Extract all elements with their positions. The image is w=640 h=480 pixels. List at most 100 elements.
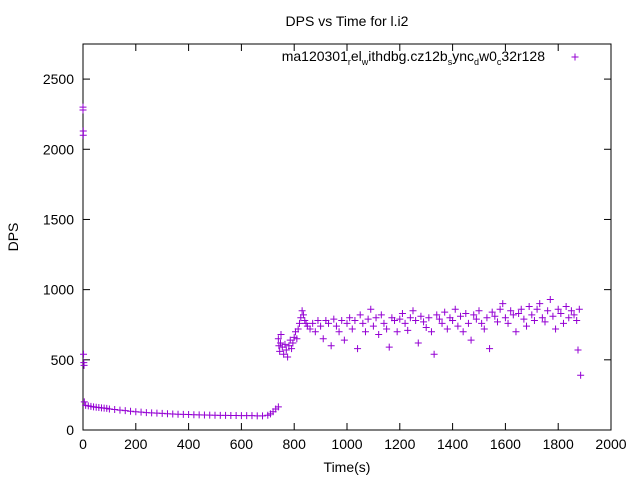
data-point [491,312,499,320]
data-point [536,300,544,308]
data-point [443,325,451,333]
data-point [523,322,531,330]
data-point [396,315,404,323]
data-point [575,305,583,313]
data-point [319,335,327,343]
data-point [478,319,486,327]
data-point [295,319,303,327]
data-point [538,314,546,322]
data-point [507,307,515,315]
data-point [364,315,372,323]
data-point [380,319,388,327]
data-point [480,325,488,333]
data-point [317,322,325,330]
data-point [438,319,446,327]
data-point [356,311,364,319]
x-tick-label: 1800 [543,436,574,452]
data-point [330,315,338,323]
x-tick-label: 1000 [331,436,362,452]
data-point [375,331,383,339]
legend-label: ma120301relwithdbg.cz12bsyncdw0c32r128 [282,48,546,67]
data-point [340,336,348,344]
data-point [441,308,449,316]
data-point [298,307,306,315]
x-tick-label: 200 [124,436,148,452]
data-point [343,319,351,327]
data-point [483,314,491,322]
data-point [467,336,475,344]
data-point [332,322,340,330]
data-point [259,412,267,420]
data-point [293,335,301,343]
data-point [338,317,346,325]
y-tick-label: 2500 [43,71,74,87]
data-point [530,317,538,325]
data-point [430,350,438,358]
data-point [276,339,284,347]
data-point [565,314,573,322]
x-axis-label: Time(s) [324,459,371,475]
y-tick-label: 2000 [43,141,74,157]
data-point [354,345,362,353]
data-point [361,328,369,336]
data-point [544,307,552,315]
data-point [111,406,119,414]
y-tick-label: 1000 [43,282,74,298]
data-point [499,300,507,308]
data-point [309,319,317,327]
data-point [554,305,562,313]
y-tick-label: 500 [51,352,75,368]
data-point [306,325,314,333]
data-point [475,307,483,315]
data-point [433,311,441,319]
data-point [121,407,129,415]
data-point [573,317,581,325]
data-point [335,328,343,336]
data-point [462,309,470,317]
data-point [528,311,536,319]
x-tick-label: 800 [283,436,307,452]
data-point [457,312,465,320]
data-point [488,308,496,316]
data-point [541,318,549,326]
data-point [470,311,478,319]
data-point [288,345,296,353]
data-point [464,319,472,327]
y-tick-label: 1500 [43,211,74,227]
chart-title: DPS vs Time for l.i2 [286,13,409,29]
data-point [105,405,113,413]
data-point [517,305,525,313]
data-point [116,406,124,414]
x-tick-label: 2000 [595,436,626,452]
data-point [454,322,462,330]
data-point [422,324,430,332]
data-point [80,350,88,358]
data-point [562,302,570,310]
x-tick-label: 600 [230,436,254,452]
data-point [414,339,422,347]
data-point [398,309,406,317]
data-point [281,340,289,348]
x-tick-label: 400 [177,436,201,452]
data-point [79,106,87,114]
x-tick-label: 1200 [384,436,415,452]
data-point [570,311,578,319]
data-point [367,305,375,313]
data-point [404,326,412,334]
data-point [377,311,385,319]
data-point [79,131,87,139]
data-point [486,345,494,353]
data-point [567,307,575,315]
data-point [512,328,520,336]
data-point [549,312,557,320]
plot-frame [82,43,612,431]
x-tick-label: 1400 [437,436,468,452]
data-point [372,314,380,322]
data-point [385,343,393,351]
data-point [435,315,443,323]
data-point [359,319,367,327]
data-point [277,331,285,339]
data-point [284,353,292,361]
data-point [496,305,504,313]
data-point [412,317,420,325]
